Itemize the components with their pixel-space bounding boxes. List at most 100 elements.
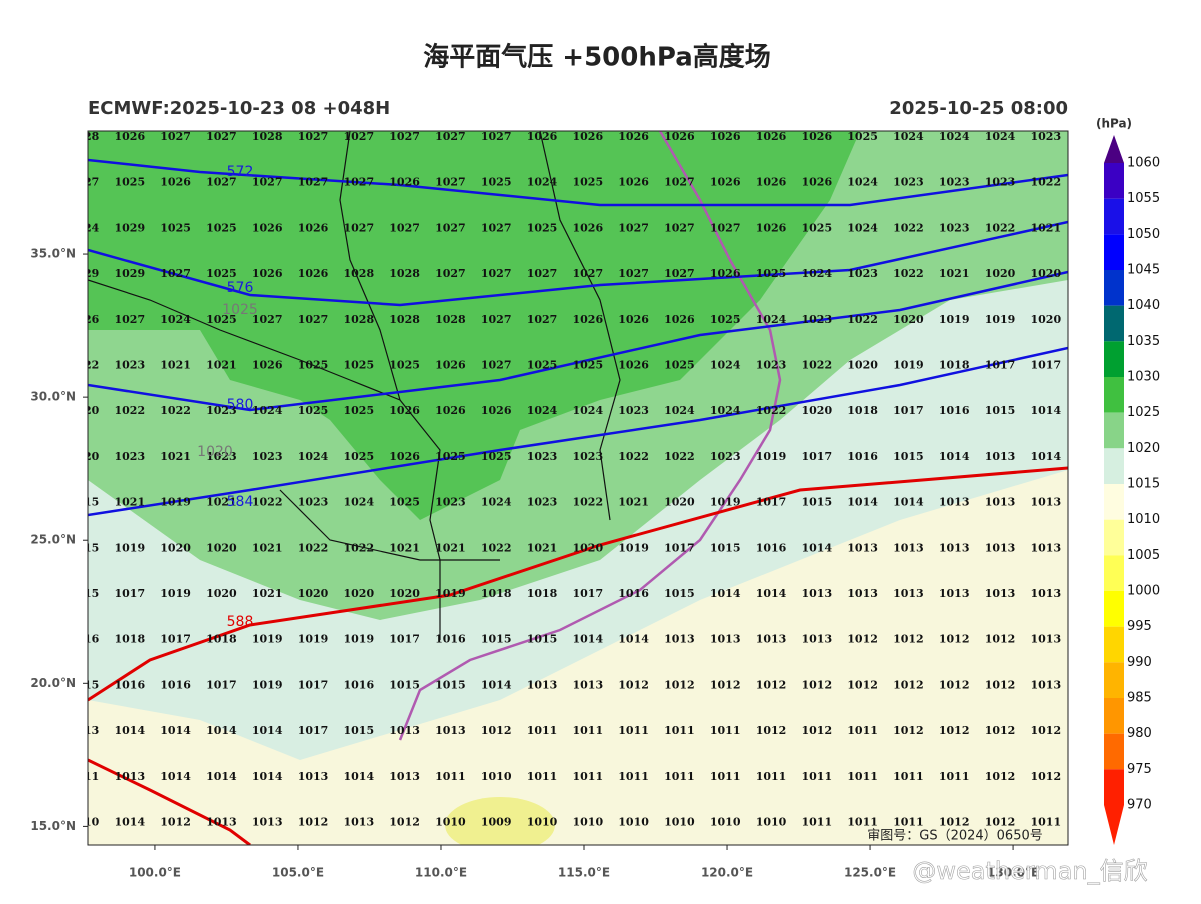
pressure-value: 1023	[893, 176, 924, 189]
pressure-value: 1014	[1030, 450, 1061, 463]
pressure-value: 1018	[939, 359, 970, 372]
pressure-value: 1016	[939, 404, 970, 417]
pressure-value: 1016	[618, 587, 649, 600]
colorbar-box	[1104, 733, 1124, 770]
pressure-value: 1027	[298, 130, 329, 143]
pressure-value: 1013	[801, 633, 832, 646]
pressure-value: 1019	[160, 496, 191, 509]
stamp: 审图号：GS（2024）0650号	[867, 829, 1043, 844]
pressure-value: 1021	[206, 496, 237, 509]
pressure-value: 1026	[114, 130, 145, 143]
pressure-value: 1027	[206, 130, 237, 143]
y-tick-label: 30.0°N	[30, 390, 76, 404]
pressure-value: 1026	[572, 221, 603, 234]
pressure-value: 1013	[939, 496, 970, 509]
pressure-value: 1013	[847, 587, 878, 600]
pressure-value: 1014	[710, 587, 741, 600]
pressure-value: 1025	[206, 313, 237, 326]
pressure-value: 1019	[710, 496, 741, 509]
pressure-value: 1027	[435, 176, 466, 189]
pressure-value: 1022	[756, 404, 787, 417]
pressure-value: 1024	[893, 130, 924, 143]
pressure-value: 1027	[664, 176, 695, 189]
pressure-value: 1014	[343, 770, 374, 783]
pressure-value: 1014	[160, 724, 191, 737]
pressure-value: 1011	[664, 724, 695, 737]
pressure-value: 1017	[298, 678, 329, 691]
pressure-value: 1023	[1030, 130, 1061, 143]
pressure-value: 1029	[114, 221, 145, 234]
pressure-value: 1012	[801, 724, 832, 737]
pressure-value: 1017	[572, 587, 603, 600]
pressure-value: 1025	[298, 404, 329, 417]
pressure-value: 1027	[435, 221, 466, 234]
pressure-value: 1012	[1030, 724, 1061, 737]
pressure-value: 1024	[252, 404, 283, 417]
pressure-value: 1026	[664, 130, 695, 143]
pressure-value: 1011	[710, 724, 741, 737]
pressure-value: 1025	[160, 221, 191, 234]
pressure-value: 1012	[160, 816, 191, 829]
pressure-value: 1015	[710, 541, 741, 554]
borders	[88, 131, 621, 640]
pressure-value: 1026	[710, 130, 741, 143]
pressure-value: 1023	[114, 450, 145, 463]
pressure-value: 1019	[435, 587, 466, 600]
pressure-value: 1025	[847, 130, 878, 143]
axes: 100.0°E 105.0°E 110.0°E 115.0°E 120.0°E 125.0…	[30, 247, 1039, 880]
y-tick-label: 35.0°N	[30, 247, 76, 261]
colorbar-label: 995	[1127, 619, 1152, 634]
pressure-value: 1028	[435, 313, 466, 326]
pressure-value: 1012	[893, 724, 924, 737]
pressure-value: 1027	[160, 130, 191, 143]
pressure-value: 1026	[69, 313, 100, 326]
pressure-value: 1027	[481, 313, 512, 326]
pressure-value: 1011	[847, 724, 878, 737]
contour-label: 588	[227, 614, 254, 630]
pressure-value: 1009	[481, 816, 512, 829]
pressure-value: 1019	[939, 313, 970, 326]
colorbar-label: 1000	[1127, 584, 1160, 599]
pressure-value: 1022	[893, 221, 924, 234]
colorbar-box	[1104, 591, 1124, 627]
pressure-value: 1013	[298, 770, 329, 783]
pressure-value: 1015	[69, 678, 100, 691]
pressure-value: 1024	[710, 404, 741, 417]
pressure-value: 1014	[206, 724, 237, 737]
pressure-value: 1014	[252, 770, 283, 783]
pressure-value: 1027	[160, 267, 191, 280]
pressure-value: 1015	[69, 587, 100, 600]
pressure-value: 1022	[298, 541, 329, 554]
pressure-value: 1026	[664, 313, 695, 326]
pressure-value: 1016	[160, 678, 191, 691]
pressure-value: 1022	[69, 359, 100, 372]
colorbar-label: 985	[1127, 691, 1152, 706]
pressure-value: 1013	[985, 541, 1016, 554]
pressure-value: 1021	[206, 359, 237, 372]
pressure-value: 1012	[710, 678, 741, 691]
pressure-value: 1024	[801, 267, 832, 280]
pressure-value: 1021	[252, 587, 283, 600]
pressure-value: 1025	[664, 359, 695, 372]
pressure-value: 1023	[618, 404, 649, 417]
pressure-value: 1025	[572, 359, 603, 372]
pressure-value: 1012	[939, 816, 970, 829]
pressure-value: 1024	[572, 404, 603, 417]
pressure-value: 1023	[527, 450, 558, 463]
colorbar-box	[1104, 163, 1124, 199]
pressure-value: 1012	[939, 633, 970, 646]
pressure-value: 1024	[847, 221, 878, 234]
pressure-value: 1019	[985, 313, 1016, 326]
pressure-value: 1028	[252, 130, 283, 143]
pressure-value: 1015	[985, 404, 1016, 417]
pressure-value: 1013	[893, 541, 924, 554]
pressure-value: 1011	[572, 724, 603, 737]
colorbar-box	[1104, 412, 1124, 449]
pressure-value: 1026	[252, 359, 283, 372]
pressure-value: 1023	[710, 450, 741, 463]
pressure-value: 1013	[389, 724, 420, 737]
height-contours	[88, 158, 1068, 845]
pressure-value: 1012	[985, 724, 1016, 737]
pressure-value: 1017	[985, 359, 1016, 372]
pressure-value: 1026	[618, 176, 649, 189]
